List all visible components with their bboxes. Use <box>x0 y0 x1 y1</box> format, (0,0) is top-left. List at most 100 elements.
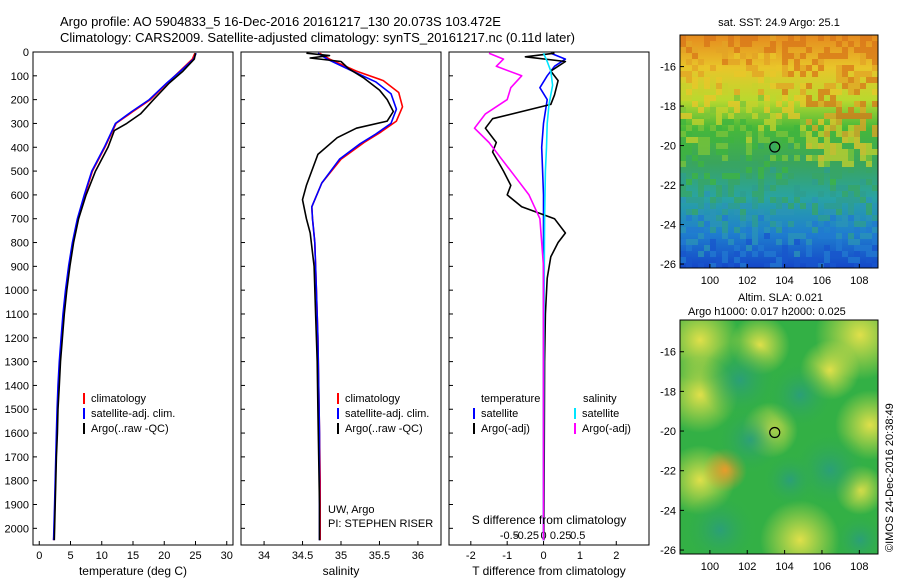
imos-credit: ©IMOS 24-Dec-2016 20:38:49 <box>884 403 896 552</box>
depth-tick-label: 800 <box>11 238 29 250</box>
legend-label-climatology: climatology <box>91 393 147 405</box>
map-x-tick-label: 104 <box>775 275 793 287</box>
sst-map-frame <box>679 34 879 269</box>
x-tick-label: 30 <box>221 550 233 562</box>
x-tick-label: 5 <box>67 550 73 562</box>
series-line-argo-raw-qc <box>53 53 197 541</box>
legend-label-argo: Argo(..raw -QC) <box>91 423 169 435</box>
depth-tick-label: 1500 <box>5 404 29 416</box>
series-line-climatology <box>52 52 196 541</box>
map-x-tick-label: 106 <box>813 561 831 573</box>
x-tick-label: 10 <box>96 550 108 562</box>
x-tick-label: 1 <box>577 550 583 562</box>
map-y-tick-label: -26 <box>660 259 676 271</box>
map-x-tick-label: 108 <box>850 561 868 573</box>
map-x-tick-label: 108 <box>850 275 868 287</box>
figure-title-line2: Climatology: CARS2009. Satellite-adjuste… <box>60 30 575 45</box>
legend-label-t-satellite: satellite <box>481 408 518 420</box>
depth-tick-label: 1300 <box>5 357 29 369</box>
map-y-tick-label: -20 <box>660 426 676 438</box>
depth-tick-label: 1800 <box>5 476 29 488</box>
legend-label-satellite: satellite-adj. clim. <box>91 408 175 420</box>
pi-annotation-line2: PI: STEPHEN RISER <box>328 518 433 530</box>
salinity-series <box>301 52 404 541</box>
depth-tick-label: 1200 <box>5 333 29 345</box>
sla-map-subtitle: Argo h1000: 0.017 h2000: 0.025 <box>688 306 846 318</box>
sst-map-axes: 100 102 104 106 108 -16 -18 -20 -22 -24 -26 <box>660 62 868 287</box>
depth-tick-label: 300 <box>11 118 29 130</box>
difference-series <box>473 52 567 541</box>
series-line-t-argo-adj <box>484 52 567 541</box>
pi-annotation-line1: UW, Argo <box>328 504 374 516</box>
depth-tick-label: 1600 <box>5 428 29 440</box>
x-tick-label: 0 <box>36 550 42 562</box>
depth-tick-label: 0 <box>23 47 29 59</box>
figure-title-line1: Argo profile: AO 5904833_5 16-Dec-2016 2… <box>60 14 501 29</box>
x-tick-label: 0 <box>540 550 546 562</box>
depth-tick-label: 1100 <box>5 309 29 321</box>
temperature-xlabel: temperature (deg C) <box>79 564 187 578</box>
x-tick-label: 34 <box>258 550 270 562</box>
sla-map-field <box>680 320 878 554</box>
series-line-climatology <box>310 52 404 541</box>
legend-title-salinity: salinity <box>583 393 617 405</box>
depth-axis: 0 100 200 300 400 500 600 700 800 900 1000 1100 1200… <box>5 47 453 535</box>
sst-map-texture <box>680 35 878 268</box>
x-tick-label: 20 <box>158 550 170 562</box>
map-y-tick-label: -20 <box>660 141 676 153</box>
x2-tick-label: 0.25 <box>550 530 571 542</box>
salinity-x-axis: 34 34.5 35 35.5 36 <box>258 541 424 562</box>
temperature-series <box>52 52 197 541</box>
depth-tick-label: 400 <box>11 142 29 154</box>
depth-tick-label: 2000 <box>5 523 29 535</box>
legend-label-s-argo: Argo(-adj) <box>582 423 631 435</box>
x-tick-label: -2 <box>466 550 476 562</box>
series-line-s-argo-adj <box>473 52 545 541</box>
x-tick-label: 25 <box>189 550 201 562</box>
map-x-tick-label: 104 <box>775 561 793 573</box>
series-line-argo-raw-qc <box>301 52 395 541</box>
temperature-axes <box>32 51 234 546</box>
map-y-tick-label: -16 <box>660 62 676 74</box>
temperature-legend: climatology satellite-adj. clim. Argo(..… <box>83 393 175 435</box>
sst-map-field <box>680 35 878 268</box>
x2-tick-label: -0.5 <box>500 530 519 542</box>
depth-tick-label: 200 <box>11 95 29 107</box>
map-x-tick-label: 102 <box>738 275 756 287</box>
map-y-tick-label: -18 <box>660 101 676 113</box>
legend-label-climatology: climatology <box>345 393 401 405</box>
sla-map-frame <box>679 319 879 555</box>
legend-label-t-argo: Argo(-adj) <box>481 423 530 435</box>
map-x-tick-label: 100 <box>701 275 719 287</box>
sla-map-axes: 100 102 104 106 108 -16 -18 -20 -22 -24 -26 <box>660 347 868 573</box>
x-tick-label: 34.5 <box>292 550 313 562</box>
map-x-tick-label: 106 <box>813 275 831 287</box>
depth-tick-label: 700 <box>11 214 29 226</box>
difference-x2label: S difference from climatology <box>472 513 627 527</box>
map-y-tick-label: -26 <box>660 545 676 557</box>
x-tick-label: 35 <box>335 550 347 562</box>
map-x-tick-label: 102 <box>738 561 756 573</box>
x2-tick-label: 0.5 <box>570 530 585 542</box>
map-y-tick-label: -22 <box>660 466 676 478</box>
map-y-tick-label: -16 <box>660 347 676 359</box>
x-tick-label: 35.5 <box>369 550 390 562</box>
legend-label-argo: Argo(..raw -QC) <box>345 423 423 435</box>
depth-tick-label: 500 <box>11 166 29 178</box>
legend-title-temperature: temperature <box>481 393 540 405</box>
map-y-tick-label: -24 <box>660 220 676 232</box>
difference-x-axis: -2 -1 0 1 2-0.5-0.25 0 0.250.5 <box>466 530 619 562</box>
x-tick-label: 36 <box>412 550 424 562</box>
sla-argo-location-marker <box>769 426 781 439</box>
depth-tick-label: 1900 <box>5 500 29 512</box>
series-line-satellite-adj-clim <box>310 52 398 541</box>
salinity-axes <box>240 51 442 546</box>
map-y-tick-label: -18 <box>660 386 676 398</box>
map-x-tick-label: 100 <box>701 561 719 573</box>
difference-axes <box>448 51 650 546</box>
depth-tick-label: 1400 <box>5 380 29 392</box>
difference-legend: temperature salinity satellite Argo(-adj… <box>473 393 631 435</box>
map-y-tick-label: -22 <box>660 180 676 192</box>
x-tick-label: 2 <box>613 550 619 562</box>
depth-tick-label: 1000 <box>5 285 29 297</box>
